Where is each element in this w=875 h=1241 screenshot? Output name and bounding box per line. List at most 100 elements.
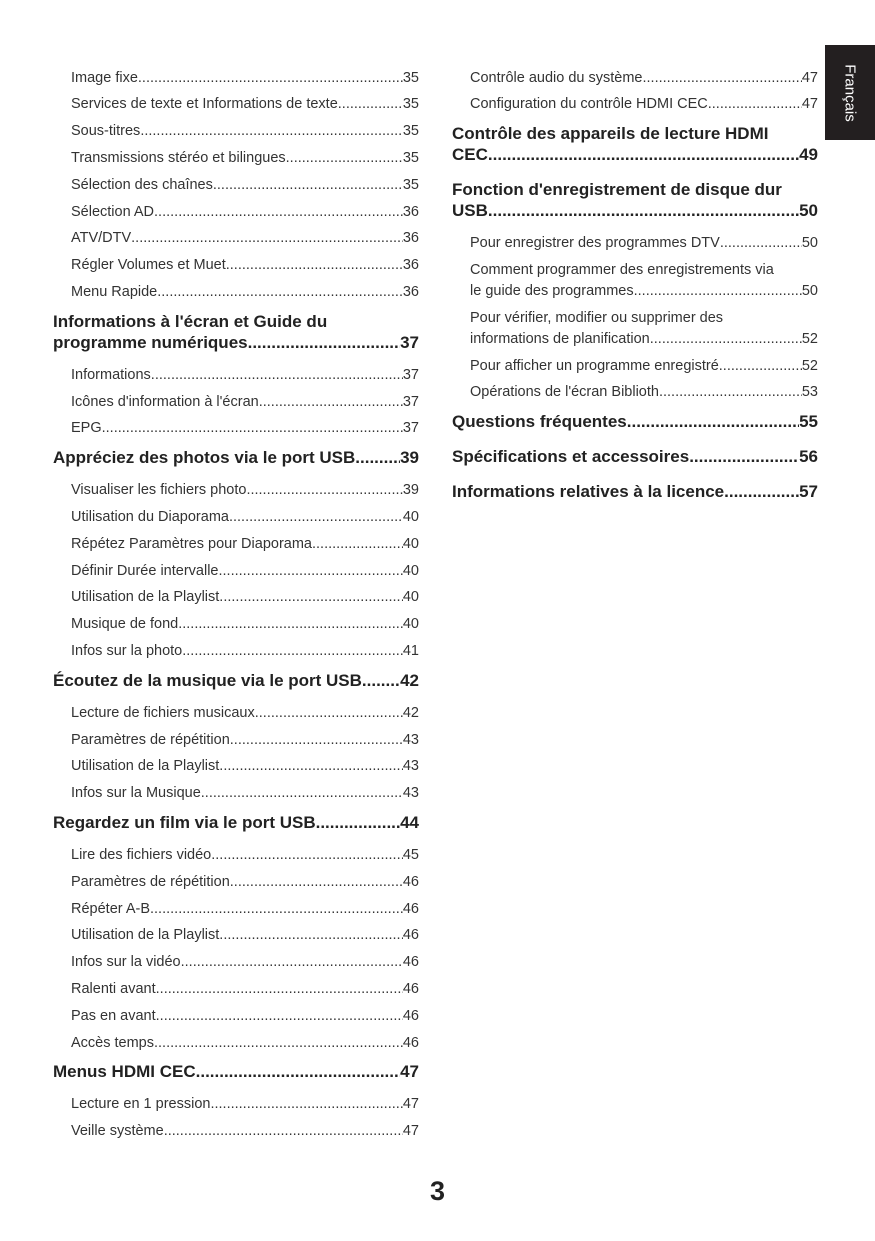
- toc-entry[interactable]: Veille système 47: [71, 1118, 419, 1145]
- toc-entry[interactable]: Lecture en 1 pression 47: [71, 1091, 419, 1118]
- dot-leader: [157, 279, 403, 306]
- toc-entry-page: 37: [402, 393, 419, 410]
- toc-entry-page: 44: [400, 812, 419, 832]
- toc-entry[interactable]: Musique de fond 40: [71, 611, 419, 638]
- toc-entry[interactable]: Pour afficher un programme enregistré 52: [470, 353, 818, 380]
- toc-entry-page: 40: [402, 616, 419, 633]
- toc-entry[interactable]: Services de texte et Informations de tex…: [71, 91, 419, 118]
- dot-leader: [151, 362, 403, 389]
- toc-entry-title: Fonction d'enregistrement de disque dur: [452, 180, 782, 200]
- toc-entry[interactable]: Répétez Paramètres pour Diaporama 40: [71, 531, 419, 558]
- language-tab: Français: [825, 45, 875, 140]
- toc-entry[interactable]: Image fixe 35: [71, 65, 419, 92]
- toc-entry-title: Pour enregistrer des programmes DTV: [470, 235, 720, 252]
- toc-entry-page: 40: [402, 508, 419, 525]
- dot-leader: [488, 144, 799, 165]
- toc-entry[interactable]: Configuration du contrôle HDMI CEC 47: [470, 91, 818, 118]
- toc-entry-page: 42: [402, 704, 419, 721]
- dot-leader: [211, 842, 403, 869]
- toc-left-column: Image fixe 35 Services de texte et Informa…: [53, 65, 419, 1145]
- toc-entry-title: Informations: [71, 366, 151, 383]
- toc-entry[interactable]: Menu Rapide 36: [71, 279, 419, 306]
- toc-entry-title: Questions fréquentes: [452, 412, 627, 432]
- toc-entry-title: Menus HDMI CEC: [53, 1062, 196, 1082]
- toc-entry-title: Lecture en 1 pression: [71, 1096, 211, 1113]
- toc-entry[interactable]: Lecture de fichiers musicaux 42: [71, 700, 419, 727]
- toc-entry[interactable]: Informations 37: [71, 362, 419, 389]
- dot-leader: [210, 1091, 402, 1118]
- toc-entry[interactable]: Comment programmer des enregistrements v…: [470, 257, 818, 305]
- dot-leader: [219, 753, 403, 780]
- toc-section-heading[interactable]: Menus HDMI CEC 47: [53, 1056, 419, 1091]
- toc-entry-page: 36: [402, 283, 419, 300]
- toc-entry[interactable]: Infos sur la vidéo 46: [71, 949, 419, 976]
- toc-entry[interactable]: Utilisation de la Playlist 40: [71, 584, 419, 611]
- toc-entry-title: Utilisation de la Playlist: [71, 589, 220, 606]
- toc-entry-title: Paramètres de répétition: [71, 873, 230, 890]
- toc-section-heading[interactable]: Questions fréquentes 55: [452, 406, 818, 441]
- toc-section-heading[interactable]: Écoutez de la musique via le port USB 42: [53, 665, 419, 700]
- toc-entry-title: Contrôle audio du système: [470, 69, 643, 86]
- dot-leader: [719, 353, 802, 380]
- toc-entry-title: Musique de fond: [71, 616, 179, 633]
- toc-entry-title: Pour vérifier, modifier ou supprimer des: [470, 309, 724, 326]
- toc-entry[interactable]: Pour enregistrer des programmes DTV 50: [470, 230, 818, 257]
- toc-entry-page: 36: [402, 257, 419, 274]
- toc-entry[interactable]: Visualiser les fichiers photo 39: [71, 477, 419, 504]
- toc-entry[interactable]: Transmissions stéréo et bilingues 35: [71, 145, 419, 172]
- toc-entry[interactable]: Régler Volumes et Muet 36: [71, 252, 419, 279]
- toc-entry-title: Icônes d'information à l'écran: [71, 393, 259, 410]
- dot-leader: [150, 896, 403, 923]
- toc-entry[interactable]: Paramètres de répétition 43: [71, 727, 419, 754]
- toc-entry-title: Infos sur la Musique: [71, 785, 201, 802]
- toc-entry[interactable]: Utilisation du Diaporama 40: [71, 504, 419, 531]
- toc-entry[interactable]: Pas en avant 46: [71, 1003, 419, 1030]
- toc-entry[interactable]: Icônes d'information à l'écran 37: [71, 389, 419, 416]
- toc-entry[interactable]: Sélection des chaînes 35: [71, 172, 419, 199]
- toc-entry[interactable]: Contrôle audio du système 47: [470, 65, 818, 92]
- toc-entry[interactable]: Opérations de l'écran Biblioth. 53: [470, 379, 818, 406]
- toc-entry-page: 47: [801, 96, 818, 113]
- toc-entry-page: 39: [400, 448, 419, 468]
- toc-entry-title: Accès temps: [71, 1034, 154, 1051]
- dot-leader: [181, 949, 403, 976]
- toc-entry[interactable]: Définir Durée intervalle 40: [71, 558, 419, 585]
- toc-entry[interactable]: Lire des fichiers vidéo 45: [71, 842, 419, 869]
- toc-section-heading[interactable]: Fonction d'enregistrement de disque dur U…: [452, 174, 818, 230]
- toc-entry-page: 50: [801, 235, 818, 252]
- toc-entry-title: Paramètres de répétition: [71, 731, 230, 748]
- toc-section-heading[interactable]: Regardez un film via le port USB 44: [53, 807, 419, 842]
- toc-entry[interactable]: Pour vérifier, modifier ou supprimer des…: [470, 305, 818, 353]
- dot-leader: [178, 611, 403, 638]
- dot-leader: [218, 558, 402, 585]
- toc-entry[interactable]: Sous-titres 35: [71, 118, 419, 145]
- dot-leader: [316, 812, 400, 833]
- toc-entry[interactable]: Infos sur la Musique 43: [71, 780, 419, 807]
- toc-entry-title: Lire des fichiers vidéo: [71, 846, 212, 863]
- toc-section-heading[interactable]: Informations à l'écran et Guide du progra…: [53, 306, 419, 362]
- toc-entry[interactable]: EPG 37: [71, 415, 419, 442]
- toc-section-heading[interactable]: Informations relatives à la licence 57: [452, 476, 818, 511]
- toc-entry[interactable]: Utilisation de la Playlist 43: [71, 753, 419, 780]
- toc-section-heading[interactable]: Contrôle des appareils de lecture HDMI CE…: [452, 118, 818, 174]
- dot-leader: [230, 727, 403, 754]
- dot-leader: [255, 700, 403, 727]
- toc-entry-page: 49: [799, 145, 818, 165]
- toc-section-heading[interactable]: Appréciez des photos via le port USB 39: [53, 442, 419, 477]
- toc-entry-title: Services de texte et Informations de tex…: [71, 96, 338, 113]
- toc-entry[interactable]: Accès temps 46: [71, 1030, 419, 1057]
- toc-entry-page: 57: [799, 482, 818, 502]
- toc-entry-title: Ralenti avant: [71, 980, 156, 997]
- toc-entry-page: 43: [402, 731, 419, 748]
- toc-entry[interactable]: Sélection AD 36: [71, 199, 419, 226]
- toc-entry[interactable]: Ralenti avant 46: [71, 976, 419, 1003]
- toc-entry[interactable]: Utilisation de la Playlist 46: [71, 922, 419, 949]
- toc-entry-page: 39: [402, 482, 419, 499]
- toc-entry[interactable]: Paramètres de répétition 46: [71, 869, 419, 896]
- toc-entry[interactable]: Infos sur la photo 41: [71, 638, 419, 665]
- toc-entry-title: Spécifications et accessoires: [452, 447, 690, 467]
- toc-section-heading[interactable]: Spécifications et accessoires 56: [452, 441, 818, 476]
- toc-entry[interactable]: ATV/DTV 36: [71, 225, 419, 252]
- toc-entry-page: 46: [402, 873, 419, 890]
- toc-entry[interactable]: Répéter A-B 46: [71, 896, 419, 923]
